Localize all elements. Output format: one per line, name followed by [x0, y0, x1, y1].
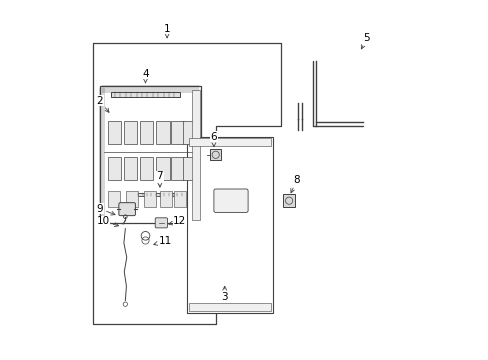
Bar — [156, 121, 169, 144]
Text: 3: 3 — [221, 286, 227, 302]
Text: 12: 12 — [168, 216, 186, 226]
Bar — [107, 157, 121, 180]
Bar — [192, 90, 200, 220]
Bar — [101, 86, 201, 223]
Bar — [170, 121, 183, 144]
Bar — [111, 92, 179, 97]
Text: 5: 5 — [361, 33, 369, 49]
Bar — [156, 157, 169, 180]
Bar — [183, 121, 196, 144]
Bar — [140, 157, 153, 180]
FancyBboxPatch shape — [213, 189, 247, 212]
FancyBboxPatch shape — [119, 203, 135, 216]
Text: 2: 2 — [96, 96, 109, 112]
Bar — [143, 191, 155, 207]
Bar — [174, 191, 186, 207]
Text: 4: 4 — [142, 69, 148, 83]
Text: 6: 6 — [210, 132, 217, 147]
Text: 9: 9 — [97, 204, 115, 215]
Bar — [160, 191, 171, 207]
Text: 10: 10 — [97, 216, 118, 226]
Bar — [183, 157, 196, 180]
Bar — [125, 191, 137, 207]
Bar — [140, 121, 153, 144]
Bar — [188, 138, 271, 146]
Bar — [123, 157, 137, 180]
Bar — [136, 193, 183, 196]
Bar — [188, 303, 271, 311]
Bar — [186, 137, 273, 313]
Bar — [107, 121, 121, 144]
Text: 7: 7 — [156, 171, 163, 187]
Bar — [283, 194, 294, 207]
Text: 8: 8 — [290, 175, 300, 193]
FancyBboxPatch shape — [155, 218, 167, 228]
Text: 1: 1 — [163, 24, 170, 38]
Bar — [210, 149, 221, 160]
Bar — [123, 121, 137, 144]
Bar — [107, 191, 120, 207]
Text: 11: 11 — [153, 236, 172, 246]
Bar — [170, 157, 183, 180]
